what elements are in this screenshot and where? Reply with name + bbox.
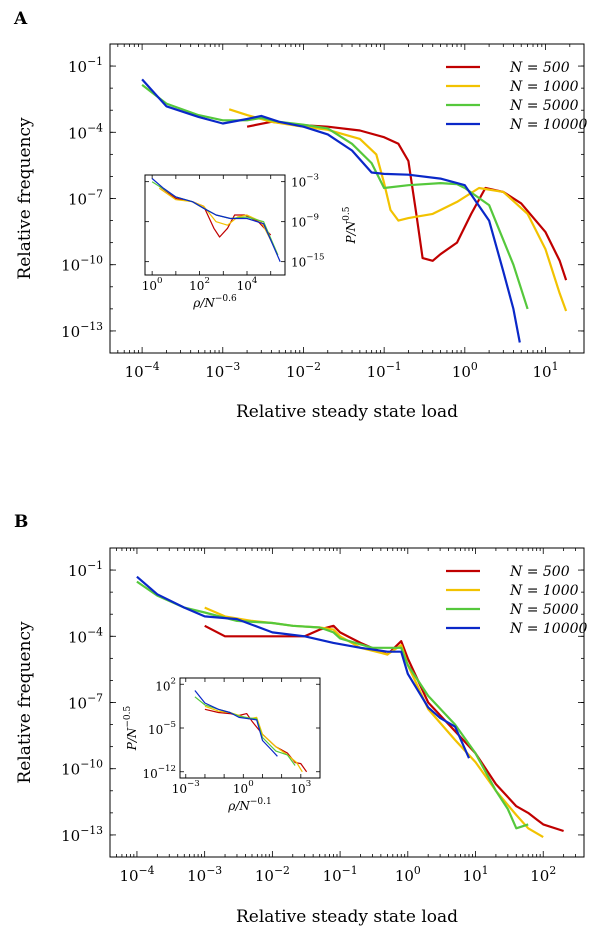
inset-y-axis-title: P/N0.5	[342, 206, 358, 244]
legend-label: N = 10000	[509, 621, 588, 637]
y-tick-label: 102	[155, 676, 176, 693]
legend-label: N = 1000	[509, 79, 579, 95]
y-axis-title: Relative frequency	[15, 117, 35, 280]
inset-x-axis-title: ρ/N−0.6	[192, 294, 237, 310]
y-tick-label: 10−5	[148, 720, 176, 737]
x-tick-label: 10−4	[119, 864, 154, 885]
y-tick-label: 10−13	[61, 320, 103, 341]
y-tick-label: 10−4	[68, 121, 103, 142]
y-tick-label: 10−10	[61, 254, 103, 275]
legend-label: N = 1000	[509, 583, 579, 599]
legend: N = 500 N = 1000 N = 5000 N = 10000	[446, 60, 588, 133]
panel-letter: B	[14, 512, 28, 532]
x-tick-label: 100	[142, 276, 163, 293]
inset-plot: ρ/N−0.6 P/N0.5	[144, 174, 358, 310]
legend-label: N = 500	[509, 60, 570, 76]
x-tick-label: 101	[533, 360, 559, 381]
legend: N = 500 N = 1000 N = 5000 N = 10000	[446, 564, 588, 637]
x-tick-label: 10−1	[367, 360, 402, 381]
legend-label: N = 5000	[509, 602, 579, 618]
x-tick-label: 100	[233, 779, 254, 796]
legend-label: N = 500	[509, 564, 570, 580]
y-tick-label: 10−12	[143, 764, 176, 781]
inset-series-line-1000	[158, 187, 276, 249]
y-tick-label: 10−10	[61, 758, 103, 779]
x-tick-label: 10−3	[205, 360, 240, 381]
x-tick-label: 103	[290, 779, 311, 796]
x-tick-label: 10−3	[172, 779, 200, 796]
y-tick-label: 10−7	[68, 692, 103, 713]
x-tick-label: 10−1	[323, 864, 358, 885]
x-tick-label: 100	[452, 360, 478, 381]
y-tick-label: 10−3	[291, 173, 319, 190]
y-tick-label: 10−1	[68, 559, 103, 580]
series-line-5000	[136, 580, 529, 830]
series-line-10000	[136, 575, 471, 759]
x-tick-label: 10−4	[125, 360, 160, 381]
series-line-5000	[141, 84, 529, 310]
x-tick-label: 101	[463, 864, 489, 885]
inset-frame	[179, 677, 321, 779]
legend-label: N = 10000	[509, 117, 588, 133]
series-line-10000	[141, 78, 521, 343]
x-axis-title: Relative steady state load	[236, 907, 458, 927]
x-tick-label: 10−2	[255, 864, 290, 885]
inset-series-line-10000	[194, 690, 278, 757]
inset-plot: ρ/N−0.1 P/N−0.5	[123, 677, 321, 813]
x-tick-label: 10−3	[187, 864, 222, 885]
legend-label: N = 5000	[509, 98, 579, 114]
panel-letter: A	[13, 9, 28, 29]
y-tick-label: 10−1	[68, 55, 103, 76]
x-tick-label: 10−2	[286, 360, 321, 381]
x-axis-title: Relative steady state load	[236, 402, 458, 422]
y-tick-label: 10−13	[61, 824, 103, 845]
x-tick-label: 102	[189, 276, 210, 293]
x-tick-label: 102	[530, 864, 556, 885]
series-line-500	[204, 624, 564, 833]
series-line-500	[246, 120, 568, 281]
y-tick-label: 10−9	[291, 213, 319, 230]
x-tick-label: 100	[395, 864, 421, 885]
inset-series-line-10000	[151, 178, 281, 262]
y-tick-label: 10−7	[68, 188, 103, 209]
y-axis-title: Relative frequency	[15, 621, 35, 784]
x-tick-label: 104	[237, 276, 258, 293]
inset-x-axis-title: ρ/N−0.1	[227, 797, 271, 813]
inset-y-axis-title: P/N−0.5	[123, 705, 139, 751]
y-tick-label: 10−4	[68, 625, 103, 646]
y-tick-label: 10−15	[291, 253, 324, 270]
